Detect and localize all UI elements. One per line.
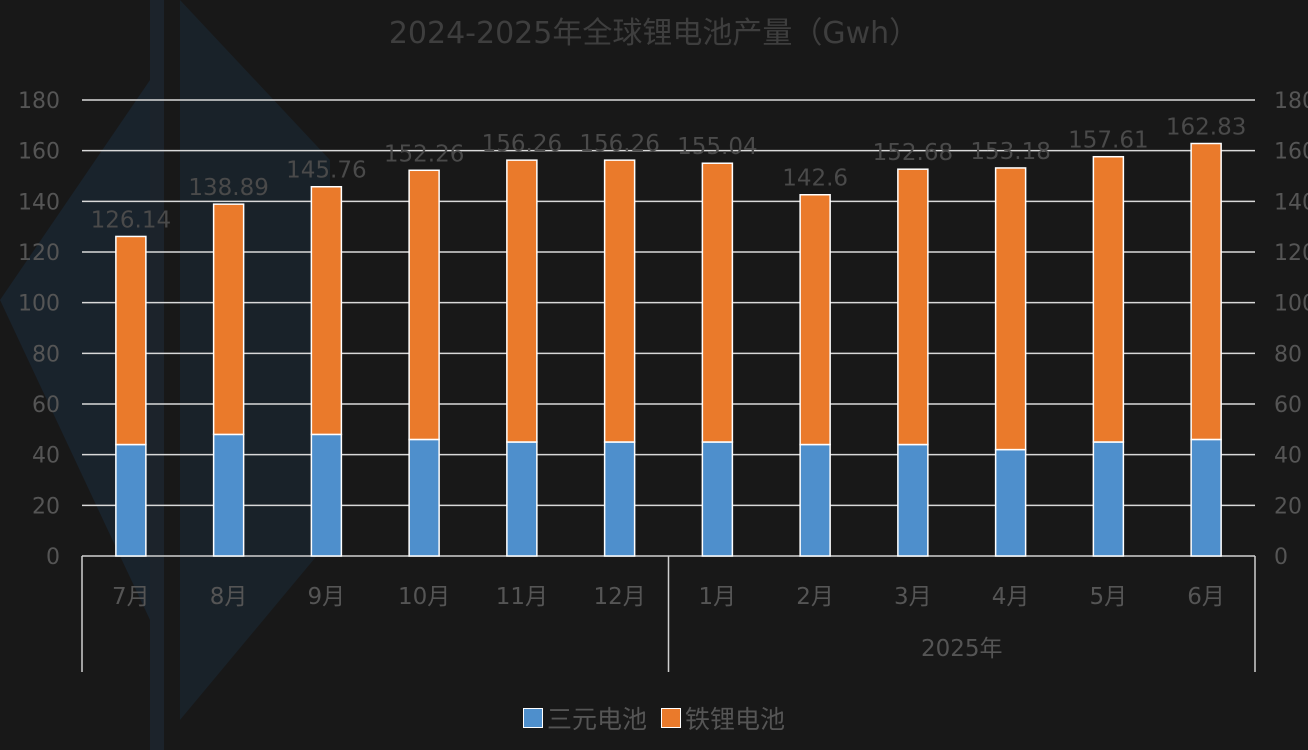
bar-segment-lfp [310,185,343,436]
x-tick-label: 4月 [992,584,1030,610]
bar-segment-ternary [408,438,440,557]
y-tick-label-left: 40 [32,444,60,469]
data-label-total: 142.6 [782,166,848,192]
x-tick-label: 8月 [210,584,248,610]
y-tick-label-right: 120 [1274,241,1308,266]
y-tick-label-right: 160 [1274,140,1308,165]
y-tick-label-left: 20 [32,494,60,519]
y-tick-label-left: 80 [32,342,60,367]
bar-segment-ternary [994,448,1027,557]
bar-segment-lfp [701,162,734,443]
y-tick-label-right: 180 [1274,89,1308,114]
legend: 三元电池 铁锂电池 [0,700,1308,736]
y-tick-label-right: 0 [1274,545,1288,570]
bar-segment-lfp [603,159,636,443]
bar-segment-ternary [212,433,245,557]
x-tick-label: 11月 [496,584,548,610]
x-tick-label: 12月 [593,584,645,610]
bar-segment-ternary [115,443,147,557]
x-tick-label: 1月 [699,584,737,610]
x-group-label: 2025年 [921,636,1003,662]
y-tick-label-left: 160 [18,140,60,165]
y-tick-label-left: 100 [18,292,60,317]
bar-segment-lfp [799,193,831,446]
y-tick-label-left: 180 [18,89,60,114]
legend-swatch-ternary [522,708,543,728]
bar-segment-ternary [701,441,734,557]
x-tick-label: 9月 [308,584,346,610]
bar-segment-ternary [506,441,538,557]
bar-segment-lfp [408,169,440,441]
bar-segment-ternary [1190,438,1222,557]
bar-segment-ternary [1092,441,1125,557]
data-label-total: 152.68 [873,140,953,166]
legend-item-ternary[interactable]: 三元电池 [522,700,647,736]
bar-segment-lfp [506,159,538,443]
y-tick-label-right: 60 [1274,393,1302,418]
y-tick-label-right: 80 [1274,342,1302,367]
x-tick-label: 6月 [1187,584,1225,610]
bar-segment-lfp [994,167,1027,451]
x-tick-label: 7月 [112,584,150,610]
y-tick-label-right: 100 [1274,292,1308,317]
bar-segment-lfp [115,235,147,446]
data-label-total: 138.89 [188,175,268,201]
bar-segment-lfp [897,168,929,446]
y-tick-label-right: 40 [1274,444,1302,469]
x-tick-label: 10月 [398,584,450,610]
data-label-total: 157.61 [1068,128,1148,154]
x-tick-label: 5月 [1090,584,1128,610]
bar-segment-lfp [1092,155,1125,443]
bar-segment-ternary [897,443,929,557]
legend-swatch-lfp [661,708,681,728]
chart-title: 2024-2025年全球锂电池产量（Gwh） [388,16,920,51]
x-tick-label: 3月 [894,584,932,610]
legend-label-lfp: 铁锂电池 [685,705,786,734]
bar-segment-lfp [212,203,245,436]
x-tick-label: 2月 [796,584,834,610]
data-label-total: 145.76 [286,158,366,184]
data-label-total: 153.18 [970,139,1050,165]
y-tick-label-left: 140 [18,190,60,215]
data-label-total: 156.26 [579,131,659,157]
bar-segment-ternary [799,443,831,557]
y-tick-label-right: 20 [1274,494,1302,519]
data-label-total: 155.04 [677,134,757,160]
y-tick-label-left: 0 [46,545,60,570]
y-tick-label-right: 140 [1274,190,1308,215]
y-tick-label-left: 120 [18,241,60,266]
data-label-total: 162.83 [1166,114,1246,140]
data-label-total: 156.26 [482,131,562,157]
legend-label-ternary: 三元电池 [546,705,647,734]
legend-item-lfp[interactable]: 铁锂电池 [661,700,785,736]
data-label-total: 126.14 [91,207,171,233]
data-label-total: 152.26 [384,141,464,167]
bar-segment-ternary [310,433,343,557]
bar-segment-ternary [603,441,636,557]
bar-segment-lfp [1190,142,1222,441]
y-tick-label-left: 60 [32,393,60,418]
